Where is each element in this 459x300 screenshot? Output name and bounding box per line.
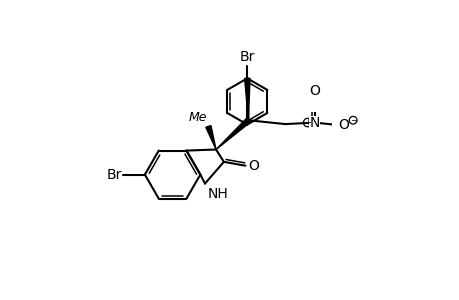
Polygon shape	[244, 78, 249, 120]
Text: NH: NH	[207, 187, 228, 201]
Text: Me: Me	[188, 111, 207, 124]
Text: Br: Br	[106, 168, 122, 182]
Text: O: O	[308, 84, 319, 98]
Polygon shape	[216, 118, 250, 149]
Text: −: −	[349, 116, 356, 125]
Polygon shape	[205, 126, 216, 149]
Text: +: +	[303, 118, 310, 127]
Text: N: N	[309, 116, 319, 130]
Text: O: O	[338, 118, 349, 132]
Text: O: O	[248, 159, 259, 173]
Text: Br: Br	[239, 50, 254, 64]
